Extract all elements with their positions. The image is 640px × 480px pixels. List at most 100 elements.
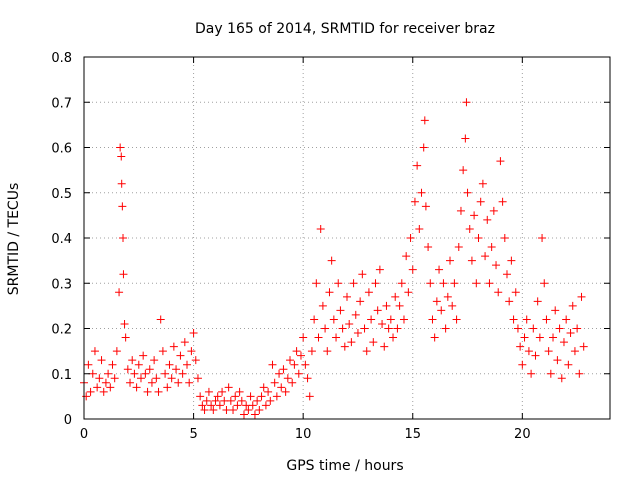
data-point — [478, 179, 487, 188]
data-point — [485, 279, 494, 288]
data-point — [435, 265, 444, 274]
data-point — [277, 383, 286, 392]
data-point — [231, 392, 240, 401]
data-point — [90, 347, 99, 356]
data-point — [259, 383, 268, 392]
data-point — [351, 310, 360, 319]
y-tick-label: 0.5 — [51, 187, 72, 202]
data-point — [176, 351, 185, 360]
data-point — [110, 374, 119, 383]
data-point — [338, 324, 347, 333]
data-point — [237, 396, 246, 405]
data-point — [389, 333, 398, 342]
data-point — [292, 347, 301, 356]
data-point — [167, 374, 176, 383]
data-point — [158, 347, 167, 356]
data-point — [544, 347, 553, 356]
data-point — [369, 338, 378, 347]
data-point — [121, 333, 130, 342]
data-point — [147, 378, 156, 387]
data-point — [120, 319, 129, 328]
x-tick-label: 10 — [295, 427, 312, 442]
data-point — [380, 342, 389, 351]
data-point — [349, 279, 358, 288]
data-point — [448, 301, 457, 310]
data-point — [200, 405, 209, 414]
data-point — [507, 256, 516, 265]
data-point — [99, 387, 108, 396]
data-point — [553, 356, 562, 365]
data-point — [180, 338, 189, 347]
data-point — [117, 152, 126, 161]
data-point — [529, 324, 538, 333]
data-point — [516, 342, 525, 351]
data-point — [283, 374, 292, 383]
data-point — [520, 333, 529, 342]
data-point — [281, 387, 290, 396]
data-point — [112, 347, 121, 356]
data-point — [557, 374, 566, 383]
data-point — [465, 224, 474, 233]
data-point — [115, 288, 124, 297]
data-point — [496, 157, 505, 166]
x-tick-label: 5 — [189, 427, 197, 442]
data-point — [266, 396, 275, 405]
data-point — [183, 360, 192, 369]
data-point — [362, 347, 371, 356]
x-tick-label: 15 — [404, 427, 421, 442]
y-axis-label: SRMTID / TECUs — [6, 183, 22, 296]
data-point — [316, 224, 325, 233]
data-point — [161, 369, 170, 378]
data-point — [483, 215, 492, 224]
data-point — [255, 405, 264, 414]
data-point — [303, 374, 312, 383]
data-point — [406, 234, 415, 242]
x-tick-label: 20 — [514, 427, 531, 442]
tick-labels: 0 5 10 15 20 0 0.1 0.2 0.3 0.4 0.5 0.6 0.7 0.8 — [51, 51, 530, 442]
data-point — [489, 206, 498, 215]
data-point — [185, 378, 194, 387]
data-point — [443, 292, 452, 301]
data-point — [439, 279, 448, 288]
data-point — [239, 410, 248, 419]
data-point — [261, 401, 270, 410]
data-point — [524, 347, 533, 356]
y-tick-label: 0.6 — [51, 142, 72, 157]
data-point — [417, 188, 426, 197]
data-point — [108, 360, 117, 369]
data-point — [424, 243, 433, 252]
data-point — [233, 401, 242, 410]
data-point — [467, 256, 476, 265]
data-point — [426, 279, 435, 288]
data-point — [518, 360, 527, 369]
data-point — [562, 315, 571, 324]
data-point — [441, 324, 450, 333]
data-point — [165, 360, 174, 369]
data-point — [187, 347, 196, 356]
data-point — [128, 356, 137, 365]
data-point — [420, 116, 429, 125]
data-point — [461, 134, 470, 143]
data-points — [80, 98, 588, 419]
data-point — [494, 288, 503, 297]
data-point — [132, 383, 141, 392]
data-point — [415, 224, 424, 233]
data-point — [452, 315, 461, 324]
data-point — [579, 342, 588, 351]
data-point — [279, 365, 288, 374]
data-point — [332, 333, 341, 342]
data-point — [454, 243, 463, 252]
data-point — [119, 270, 128, 279]
data-point — [84, 360, 93, 369]
data-point — [492, 261, 501, 270]
data-point — [513, 324, 522, 333]
data-point — [386, 315, 395, 324]
data-point — [211, 396, 220, 405]
data-point — [559, 338, 568, 347]
data-point — [307, 347, 316, 356]
data-point — [345, 319, 354, 328]
data-point — [395, 301, 404, 310]
data-point — [318, 301, 327, 310]
x-tick-label: 0 — [80, 427, 88, 442]
data-point — [343, 292, 351, 301]
